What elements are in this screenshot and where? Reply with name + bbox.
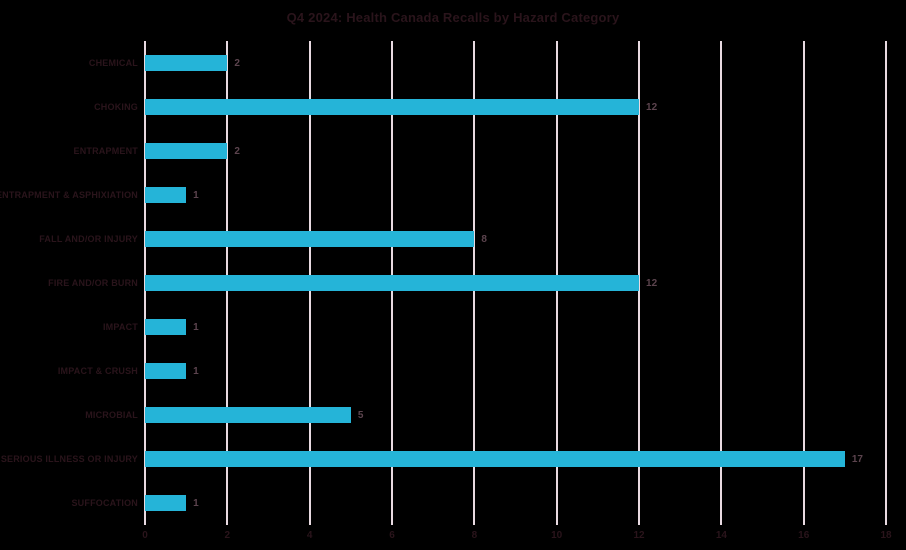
gridline xyxy=(720,41,723,525)
x-tick-label: 16 xyxy=(798,530,810,541)
category-label: MICROBIAL xyxy=(85,410,138,420)
category-label: ENTRAPMENT & ASPHIXIATION xyxy=(0,190,138,200)
x-tick-label: 6 xyxy=(389,530,395,541)
category-label: FALL AND/OR INJURY xyxy=(39,234,138,244)
bar xyxy=(145,319,187,335)
category-label: CHOKING xyxy=(94,102,138,112)
category-label: ENTRAPMENT xyxy=(73,146,138,156)
value-label: 12 xyxy=(646,101,658,113)
value-label: 8 xyxy=(481,233,487,245)
value-label: 1 xyxy=(193,321,199,333)
category-label: CHEMICAL xyxy=(88,58,138,68)
bar xyxy=(145,99,640,115)
category-label: SUFFOCATION xyxy=(71,498,138,508)
x-tick-label: 10 xyxy=(551,530,563,541)
chart-title: Q4 2024: Health Canada Recalls by Hazard… xyxy=(286,10,620,25)
x-tick-label: 2 xyxy=(224,530,231,541)
category-label: IMPACT xyxy=(102,322,138,332)
value-label: 2 xyxy=(234,145,240,157)
x-tick-label: 0 xyxy=(142,530,148,541)
value-label: 1 xyxy=(193,189,199,201)
value-label: 1 xyxy=(193,497,199,509)
x-tick-label: 14 xyxy=(715,530,727,541)
category-label: FIRE AND/OR BURN xyxy=(48,278,138,288)
value-label: 2 xyxy=(234,57,240,69)
x-tick-label: 18 xyxy=(880,530,892,541)
bar xyxy=(145,187,187,203)
value-label: 17 xyxy=(851,453,863,465)
category-label: SERIOUS ILLNESS OR INJURY xyxy=(0,454,138,464)
category-label: IMPACT & CRUSH xyxy=(57,366,138,376)
x-tick-label: 4 xyxy=(306,530,313,541)
gridline xyxy=(885,41,888,525)
gridline xyxy=(802,41,805,525)
x-tick-label: 12 xyxy=(633,530,645,541)
bar xyxy=(145,495,187,511)
bar xyxy=(145,231,475,247)
value-label: 1 xyxy=(193,365,199,377)
gridline xyxy=(638,41,641,525)
bar xyxy=(145,143,228,159)
bar xyxy=(145,407,351,423)
value-label: 12 xyxy=(646,277,658,289)
bar xyxy=(145,55,228,71)
bar xyxy=(145,363,187,379)
bar xyxy=(145,451,845,467)
x-tick-label: 8 xyxy=(471,530,478,541)
value-label: 5 xyxy=(357,409,364,421)
bar xyxy=(145,275,640,291)
